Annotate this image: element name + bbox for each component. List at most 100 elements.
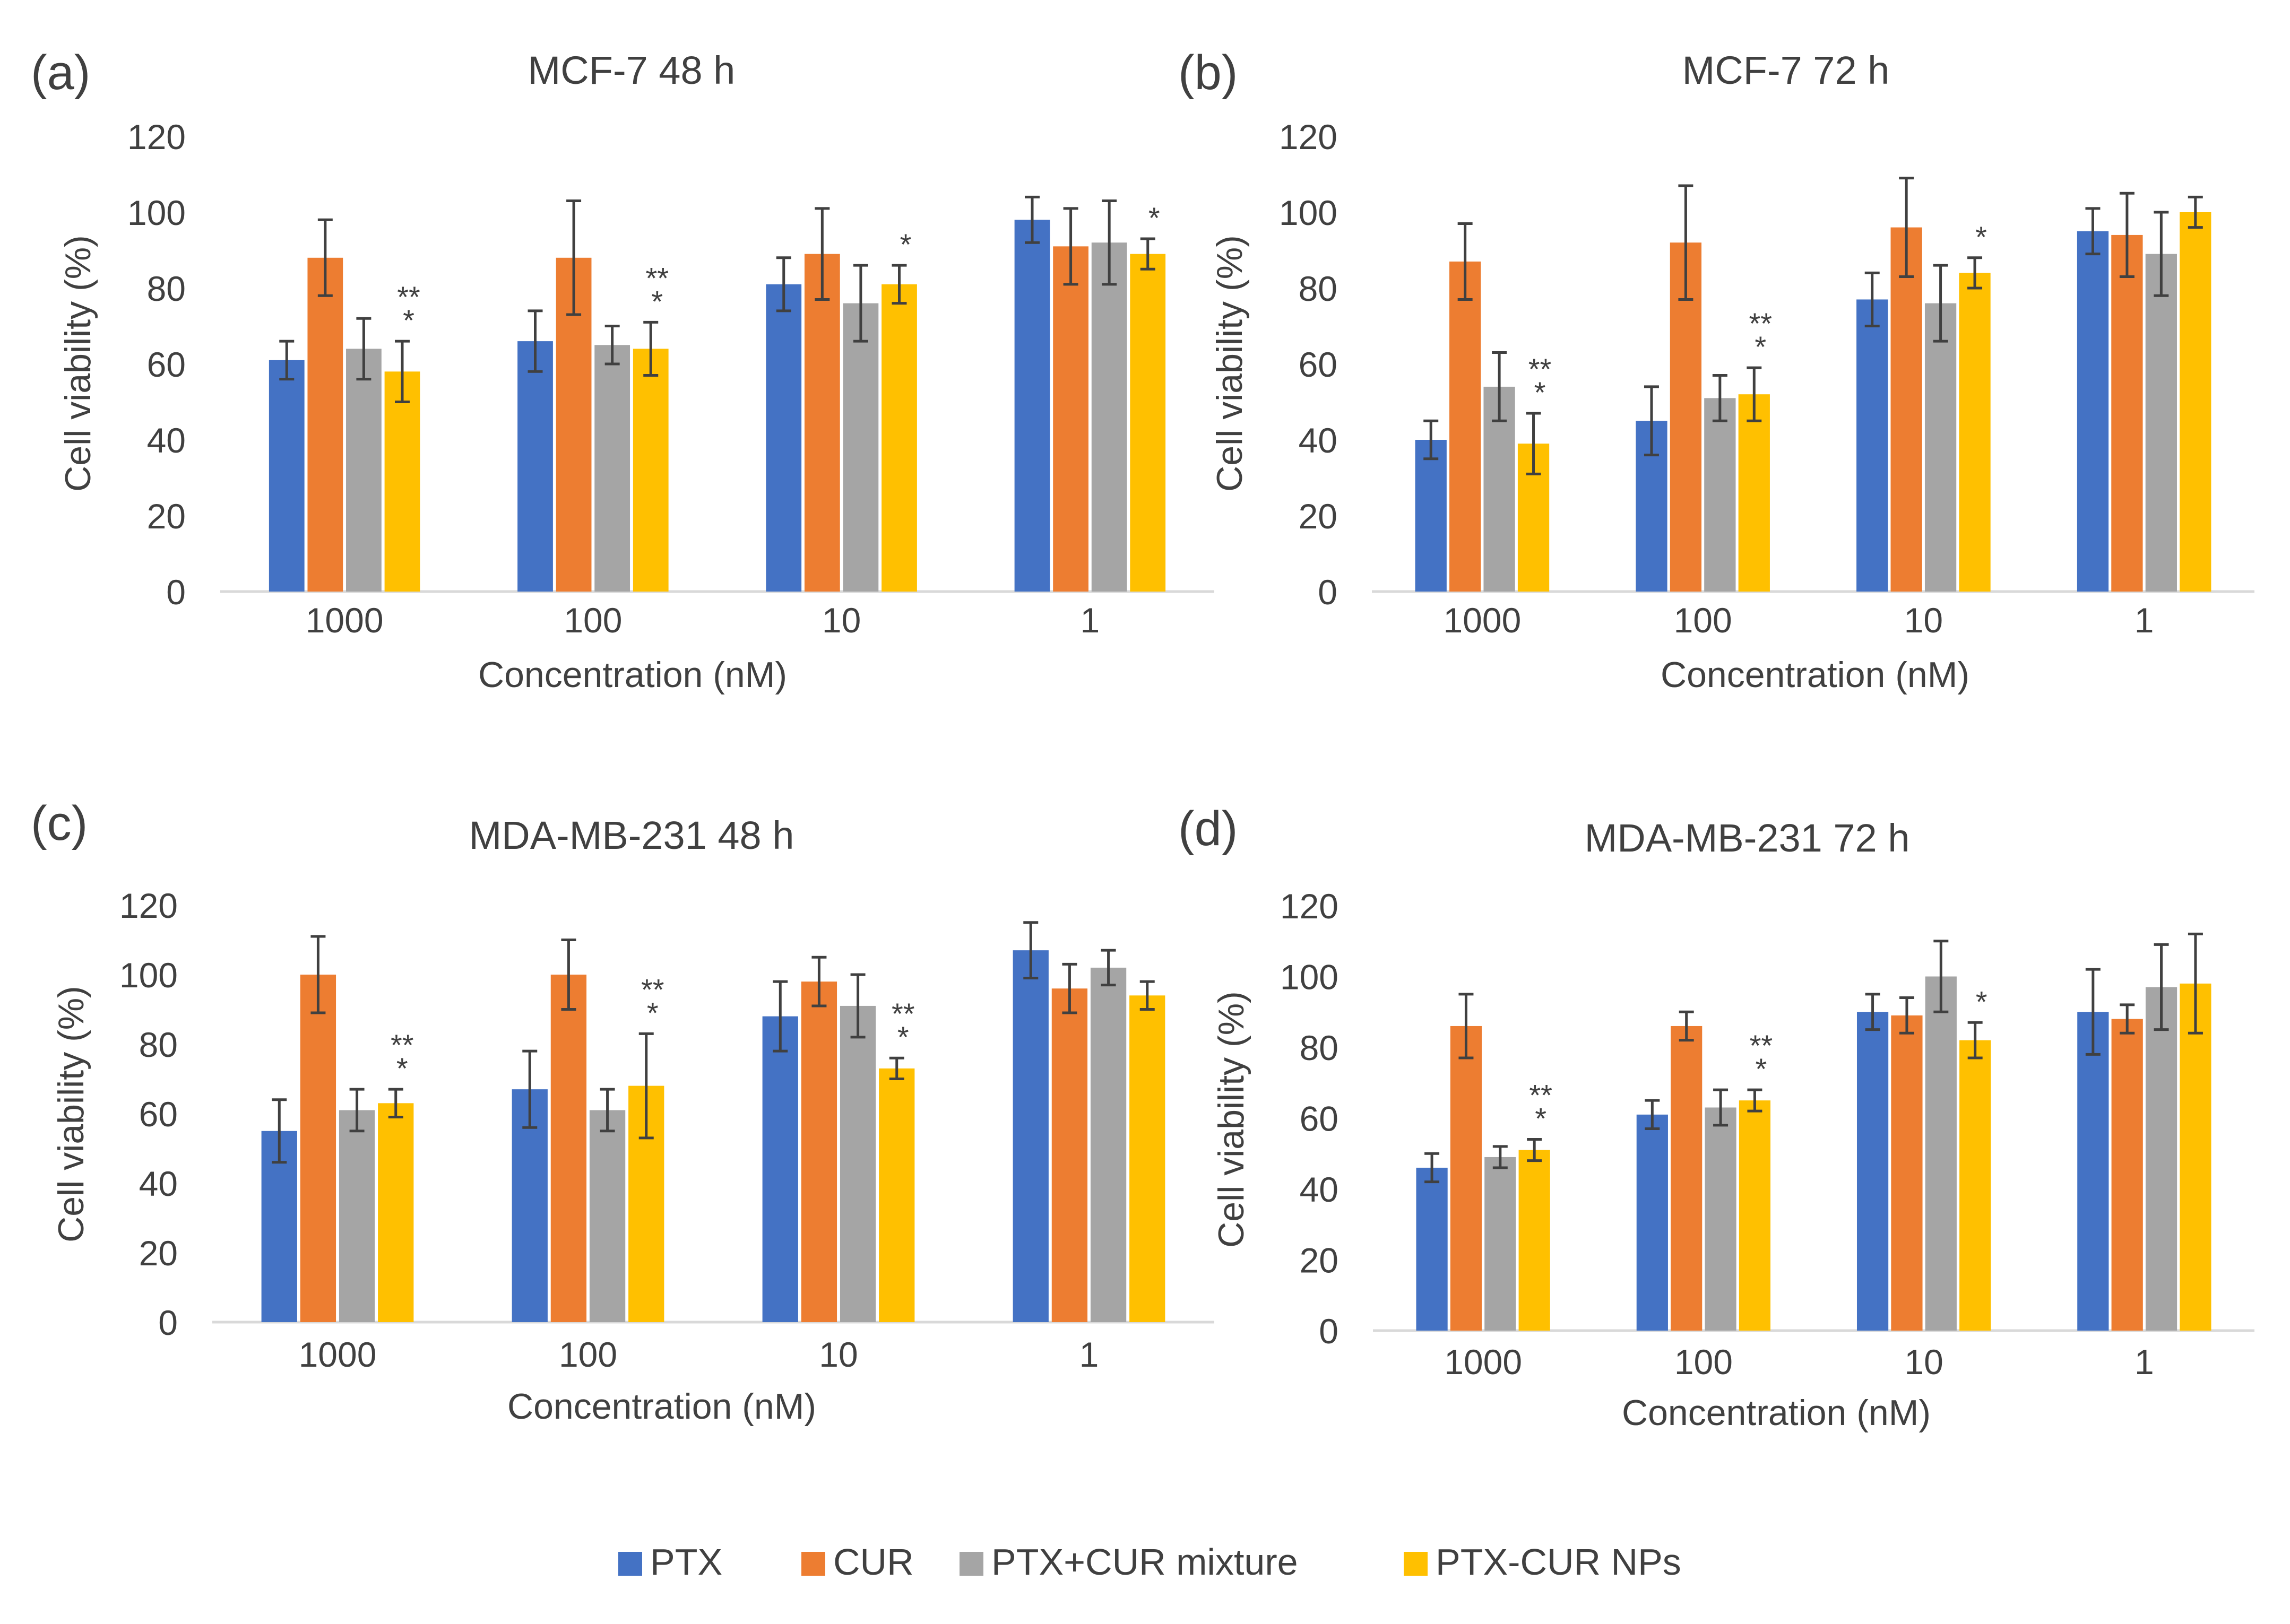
bar xyxy=(1415,440,1447,592)
bar xyxy=(300,975,336,1322)
y-tick-label: 0 xyxy=(166,572,186,612)
x-axis-label: Concentration (nM) xyxy=(507,1386,816,1427)
bar xyxy=(1891,1015,1923,1331)
bar xyxy=(1856,1012,1889,1331)
bar xyxy=(1890,227,1922,592)
chart-panel: (d) MDA-MB-231 72 h Cell viability (%) 0 20 4… xyxy=(1178,802,2254,1433)
bar xyxy=(804,254,840,592)
x-tick-label: 10 xyxy=(1904,601,1943,640)
bar xyxy=(801,982,837,1322)
x-tick-label: 100 xyxy=(1674,601,1732,640)
bar xyxy=(2180,983,2211,1331)
chart-panel: (a) MCF-7 48 h Cell viability (%) 0 20 40 60 80… xyxy=(31,46,1214,695)
bar xyxy=(1450,1026,1482,1331)
legend-swatch xyxy=(1404,1552,1428,1576)
bar xyxy=(1091,242,1127,592)
y-tick-label: 120 xyxy=(1279,117,1337,157)
legend-swatch xyxy=(618,1552,642,1576)
chart-panels: (a) MCF-7 48 h Cell viability (%) 0 20 40 60 80… xyxy=(31,46,2254,1433)
bar xyxy=(1449,261,1481,592)
legend-label: PTX xyxy=(650,1541,722,1583)
y-tick-label: 120 xyxy=(119,886,178,925)
chart-panel: (c) MDA-MB-231 48 h Cell viability (%) 0 20 4… xyxy=(31,796,1214,1427)
x-tick-label: 1 xyxy=(2135,1342,2154,1382)
significance-annotation: ** * xyxy=(1750,1029,1773,1085)
chart-panel: (b) MCF-7 72 h Cell viability (%) 0 20 40 60 80… xyxy=(1178,46,2254,695)
y-tick-label: 80 xyxy=(147,269,186,308)
bar xyxy=(1856,299,1888,592)
panel-label: (a) xyxy=(31,46,90,100)
panel-label: (b) xyxy=(1178,46,1238,100)
legend-label: CUR xyxy=(833,1541,914,1583)
bar xyxy=(1051,988,1088,1322)
significance-annotation: * xyxy=(1148,201,1160,235)
legend-label: PTX+CUR mixture xyxy=(991,1541,1298,1583)
bar xyxy=(517,341,553,592)
x-tick-label: 1000 xyxy=(299,1335,377,1374)
significance-annotation: ** * xyxy=(391,1028,414,1085)
y-tick-label: 20 xyxy=(147,497,186,536)
bar xyxy=(1416,1167,1448,1331)
bar xyxy=(1739,1100,1771,1331)
significance-annotation: ** * xyxy=(1528,352,1552,409)
bar xyxy=(1129,995,1165,1322)
bar xyxy=(589,1110,626,1322)
y-tick-label: 60 xyxy=(1300,1099,1338,1139)
bar xyxy=(1130,254,1166,592)
x-axis-label: Concentration (nM) xyxy=(478,655,787,695)
bar xyxy=(633,349,669,592)
significance-annotation: ** * xyxy=(645,261,669,318)
bar xyxy=(1014,220,1050,592)
x-tick-label: 100 xyxy=(559,1335,617,1374)
bar xyxy=(1518,1150,1550,1331)
x-tick-label: 10 xyxy=(822,601,861,640)
significance-annotation: * xyxy=(1976,985,1987,1018)
bar xyxy=(339,1110,375,1322)
x-tick-label: 10 xyxy=(819,1335,858,1374)
y-tick-label: 20 xyxy=(139,1234,178,1273)
bar xyxy=(2180,212,2211,592)
bar xyxy=(2077,1012,2109,1331)
bar xyxy=(346,349,382,592)
bar xyxy=(1705,1107,1736,1331)
bar xyxy=(2077,231,2109,592)
significance-annotation: * xyxy=(900,228,912,261)
bar xyxy=(594,345,630,592)
bar xyxy=(882,284,917,592)
legend-item: PTX+CUR mixture xyxy=(960,1541,1298,1583)
y-tick-label: 0 xyxy=(1318,572,1337,612)
y-tick-label: 100 xyxy=(1280,958,1338,997)
bar xyxy=(384,371,420,592)
legend: PTX CUR PTX+CUR mixture PTX-CUR NPs xyxy=(618,1541,1681,1583)
x-tick-label: 1000 xyxy=(1444,1342,1522,1382)
significance-annotation: ** * xyxy=(641,972,664,1029)
x-tick-label: 1000 xyxy=(1443,601,1521,640)
bar xyxy=(269,360,305,592)
y-tick-label: 40 xyxy=(139,1164,178,1203)
bar xyxy=(1959,1040,1991,1331)
y-tick-label: 40 xyxy=(1300,1170,1338,1209)
legend-item: PTX xyxy=(618,1541,722,1583)
x-tick-label: 1 xyxy=(2135,601,2154,640)
bar xyxy=(1704,398,1736,592)
y-tick-label: 100 xyxy=(119,956,178,995)
panel-label: (d) xyxy=(1178,802,1238,856)
bar xyxy=(1636,1114,1668,1331)
significance-annotation: ** * xyxy=(892,997,915,1054)
bar xyxy=(762,1016,798,1322)
chart-title: MDA-MB-231 48 h xyxy=(469,813,794,857)
legend-label: PTX-CUR NPs xyxy=(1436,1541,1681,1583)
bar xyxy=(2145,254,2177,592)
significance-annotation: ** * xyxy=(1529,1079,1552,1135)
y-tick-label: 120 xyxy=(127,117,186,157)
chart-title: MDA-MB-231 72 h xyxy=(1585,816,1910,860)
chart-title: MCF-7 72 h xyxy=(1682,48,1890,92)
y-tick-label: 80 xyxy=(1300,1028,1338,1067)
y-tick-label: 120 xyxy=(1280,887,1338,926)
y-tick-label: 20 xyxy=(1300,1241,1338,1280)
significance-annotation: * xyxy=(1975,220,1987,254)
significance-annotation: ** * xyxy=(1749,307,1772,363)
y-axis-label: Cell viability (%) xyxy=(1211,991,1251,1248)
panel-label: (c) xyxy=(31,796,88,850)
